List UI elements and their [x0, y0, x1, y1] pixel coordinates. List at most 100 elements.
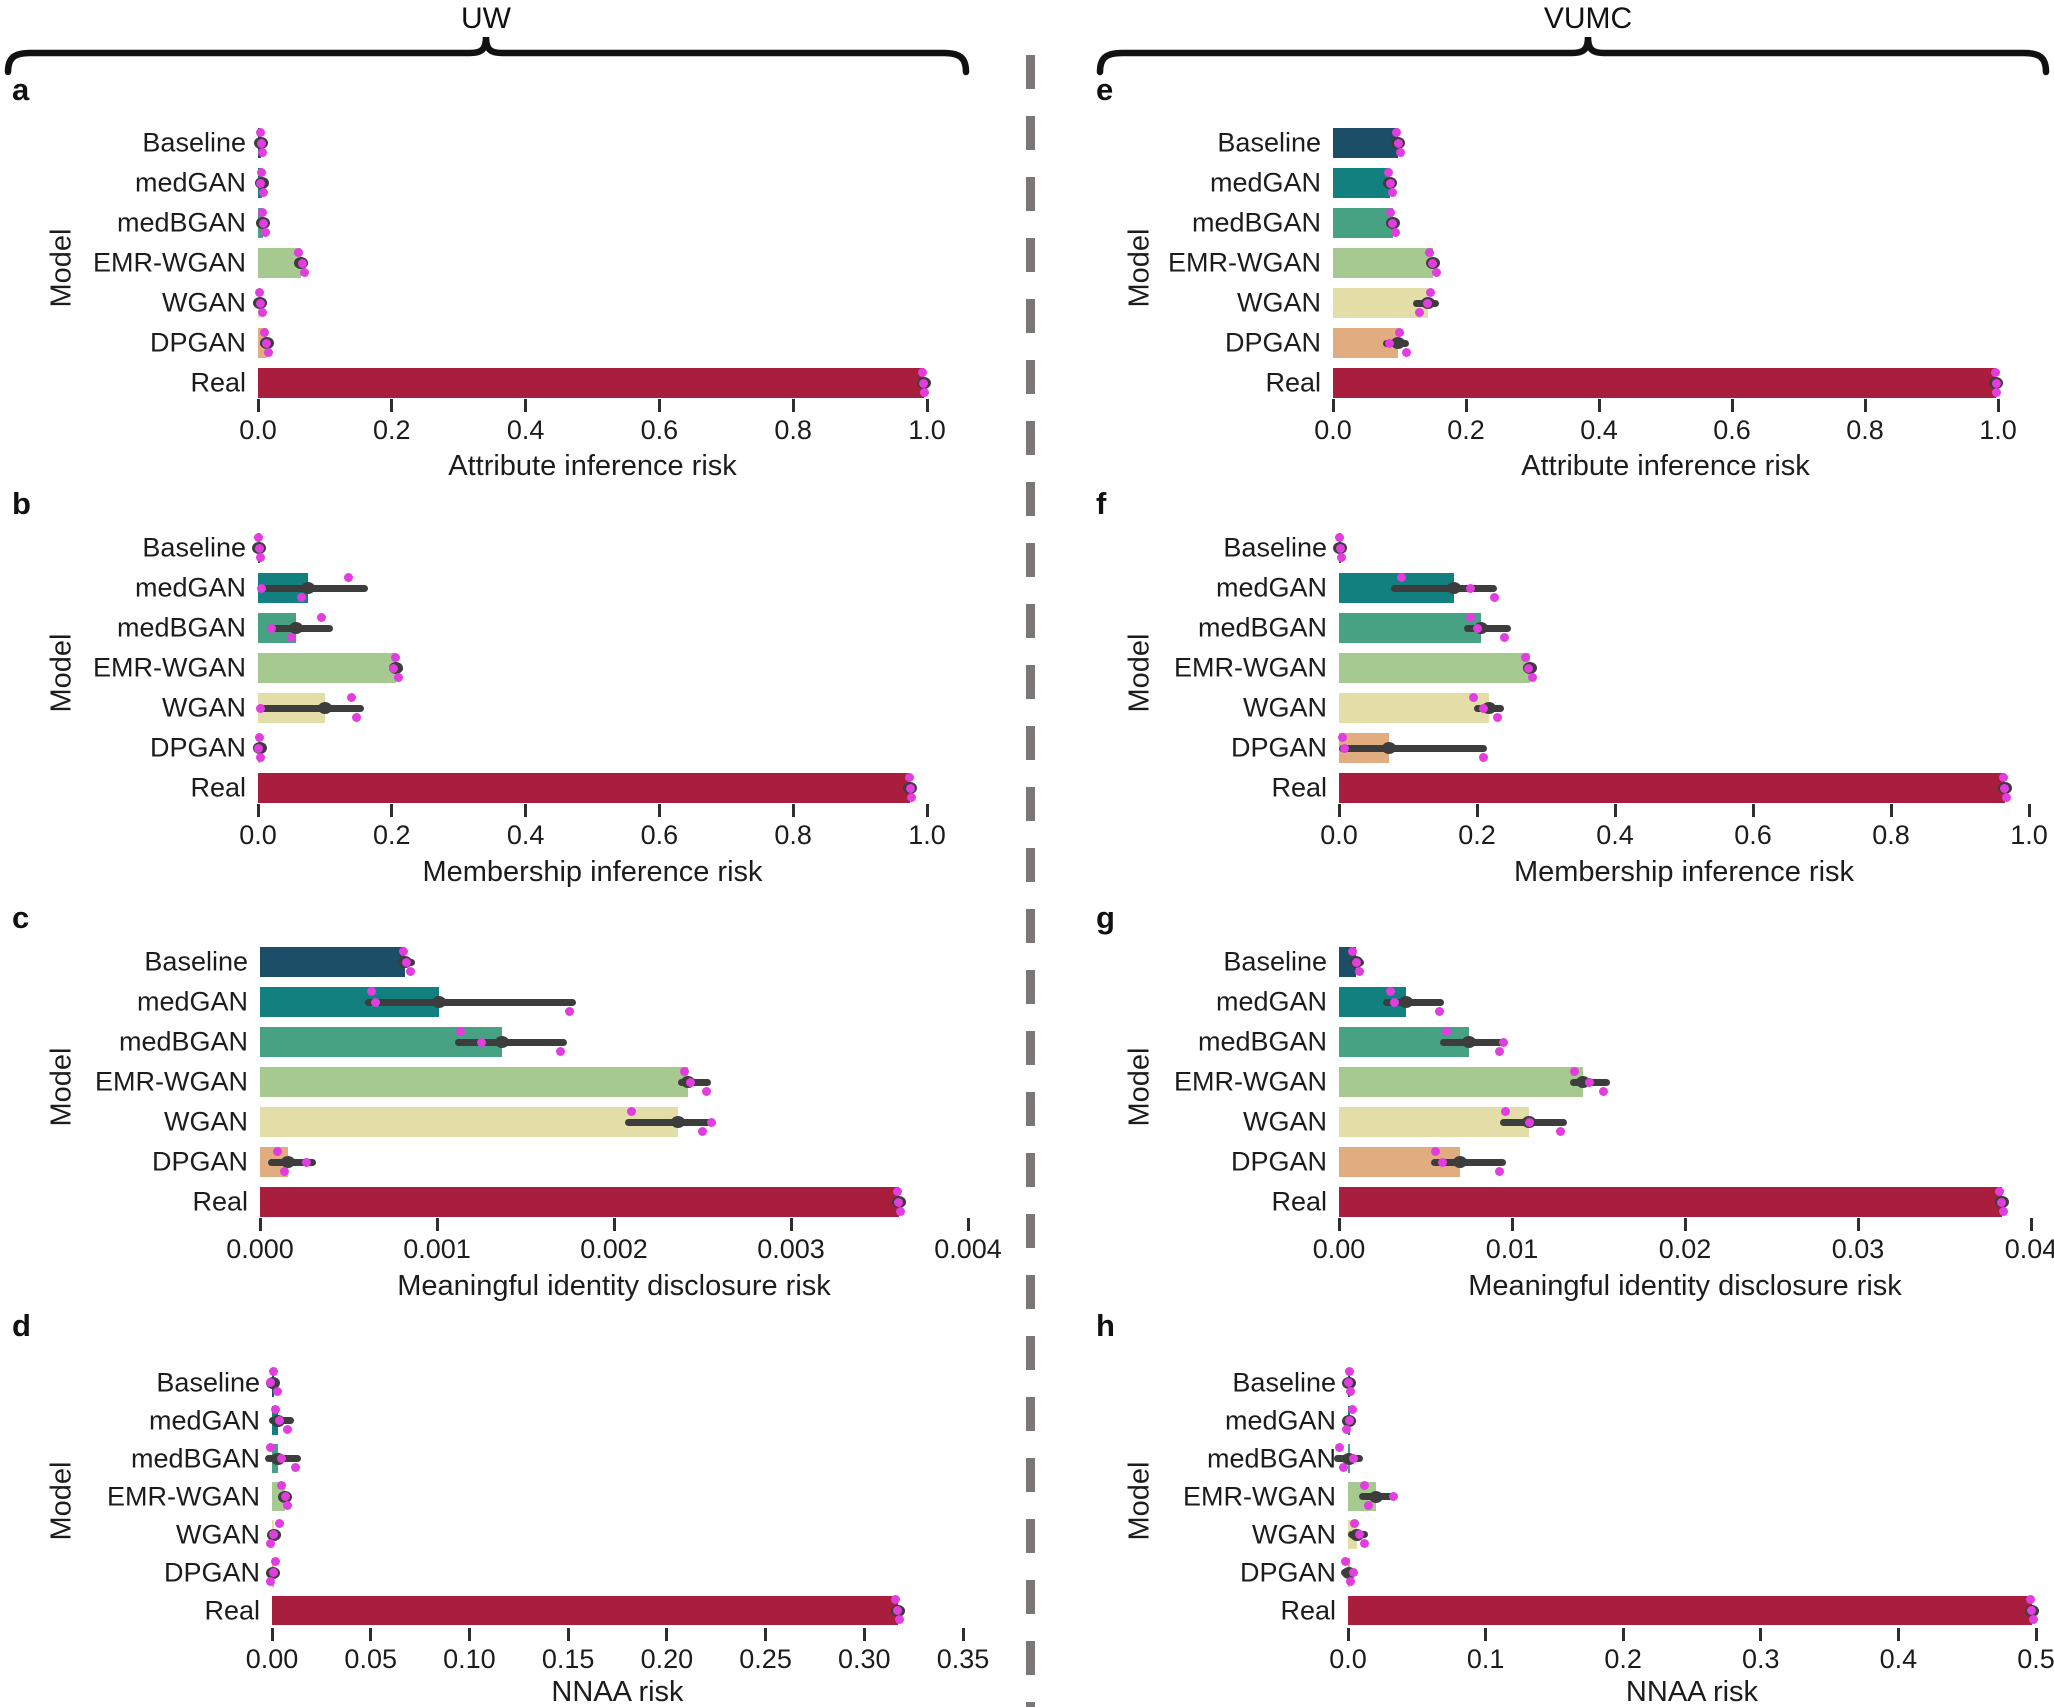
x-tick-d	[862, 1628, 866, 1641]
scatter-point-e-medbgan	[1388, 218, 1398, 228]
x-tick-label-h: 0.3	[1742, 1644, 1780, 1674]
scatter-point-b-real	[905, 783, 915, 793]
category-label-wgan: WGAN	[162, 692, 246, 723]
scatter-point-d-dpgan	[269, 1568, 279, 1577]
scatter-point-b-emr-wgan	[393, 672, 403, 682]
scatter-point-e-medgan	[1383, 167, 1393, 177]
x-tick-label-d: 0.10	[443, 1644, 496, 1674]
scatter-point-h-real	[2027, 1606, 2037, 1615]
scatter-point-a-emr-wgan	[297, 258, 307, 268]
scatter-point-d-medbgan	[291, 1463, 301, 1472]
scatter-point-h-emr-wgan	[1388, 1492, 1398, 1501]
bar-e-wgan	[1333, 288, 1429, 318]
category-label-medgan: medGAN	[148, 1405, 260, 1435]
scatter-point-d-dpgan	[271, 1557, 281, 1566]
bar-c-wgan	[260, 1107, 678, 1137]
panel-letter-h: h	[1096, 1308, 1115, 1343]
scatter-point-g-wgan	[1500, 1106, 1510, 1116]
scatter-point-h-medbgan	[1349, 1454, 1358, 1463]
bar-f-real	[1339, 773, 2005, 803]
x-tick-h	[2034, 1628, 2038, 1641]
scatter-point-d-wgan	[269, 1530, 279, 1539]
x-tick-label-e: 0.8	[1846, 415, 1884, 445]
scatter-point-h-dpgan	[1346, 1577, 1356, 1586]
scatter-point-e-dpgan	[1401, 347, 1411, 357]
mean-dot-e-dpgan	[1390, 337, 1405, 349]
x-tick-a	[791, 399, 795, 412]
scatter-point-a-emr-wgan	[300, 267, 310, 277]
scatter-point-f-dpgan	[1337, 732, 1347, 742]
scatter-point-g-baseline	[1351, 957, 1361, 967]
x-tick-label-a: 0.6	[640, 415, 679, 445]
x-axis-label-d: NNAA risk	[551, 1676, 684, 1707]
scatter-point-b-emr-wgan	[390, 652, 400, 662]
scatter-point-c-baseline	[398, 946, 408, 956]
scatter-point-c-medgan	[367, 986, 376, 996]
x-tick-a	[524, 399, 528, 412]
bar-b-emr-wgan	[258, 653, 397, 683]
scatter-point-d-medgan	[283, 1425, 293, 1434]
x-tick-e	[1331, 399, 1335, 412]
x-axis-label-e: Attribute inference risk	[1521, 450, 1810, 482]
x-tick-c	[789, 1218, 793, 1231]
x-tick-h	[1896, 1628, 1900, 1641]
error-bar-b-wgan	[257, 704, 365, 712]
scatter-point-g-real	[1995, 1186, 2005, 1196]
x-tick-label-g: 0.04	[2004, 1234, 2054, 1264]
category-label-emr-wgan: EMR-WGAN	[93, 247, 246, 278]
bar-a-emr-wgan	[258, 248, 302, 278]
scatter-point-g-dpgan	[1438, 1157, 1448, 1167]
scatter-point-a-real	[919, 378, 929, 388]
scatter-point-c-dpgan	[280, 1166, 290, 1176]
scatter-point-d-emr-wgan	[281, 1492, 291, 1501]
scatter-point-e-emr-wgan	[1431, 267, 1441, 277]
x-tick-f	[1751, 804, 1755, 817]
scatter-point-g-medbgan	[1441, 1026, 1451, 1036]
scatter-point-b-medbgan	[266, 623, 276, 633]
scatter-point-e-dpgan	[1385, 338, 1395, 348]
panel-letter-d: d	[12, 1308, 31, 1343]
x-tick-label-b: 1.0	[908, 820, 946, 850]
x-tick-d	[961, 1628, 965, 1641]
category-label-baseline: Baseline	[144, 946, 248, 977]
scatter-point-a-wgan	[255, 298, 265, 308]
scatter-point-b-emr-wgan	[389, 663, 399, 673]
scatter-point-a-wgan	[254, 287, 264, 297]
scatter-point-f-medbgan	[1500, 632, 1510, 642]
scatter-point-a-medgan	[258, 187, 268, 197]
x-tick-label-h: 0.0	[1329, 1644, 1367, 1674]
category-label-baseline: Baseline	[1232, 1367, 1336, 1397]
scatter-point-c-emr-wgan	[685, 1077, 695, 1087]
x-tick-label-f: 0.6	[1734, 820, 1772, 850]
scatter-point-c-medbgan	[476, 1037, 486, 1047]
mean-dot-c-medgan	[431, 996, 446, 1008]
scatter-point-b-baseline	[254, 543, 264, 553]
scatter-point-g-emr-wgan	[1599, 1086, 1609, 1096]
category-label-medbgan: medBGAN	[1206, 1443, 1336, 1473]
vumc-brace	[1096, 36, 2050, 76]
scatter-point-a-baseline	[257, 147, 267, 157]
category-label-wgan: WGAN	[1237, 287, 1321, 318]
category-label-wgan: WGAN	[176, 1519, 260, 1549]
category-label-real: Real	[1265, 367, 1321, 398]
scatter-point-g-medgan	[1434, 1006, 1444, 1016]
scatter-point-c-medgan	[370, 997, 380, 1007]
x-tick-label-b: 0.2	[373, 820, 411, 850]
scatter-point-g-wgan	[1555, 1126, 1565, 1136]
panel-letter-e: e	[1096, 72, 1114, 107]
x-tick-g	[1510, 1218, 1514, 1231]
scatter-point-e-wgan	[1414, 307, 1424, 317]
scatter-point-g-emr-wgan	[1569, 1066, 1579, 1076]
category-label-emr-wgan: EMR-WGAN	[1174, 1066, 1327, 1097]
x-tick-e	[1730, 399, 1734, 412]
scatter-point-h-dpgan	[1349, 1568, 1358, 1577]
x-tick-label-f: 0.4	[1596, 820, 1634, 850]
error-bar-g-medgan	[1382, 998, 1445, 1006]
x-axis-label-h: NNAA risk	[1625, 1676, 1759, 1707]
mean-dot-g-dpgan	[1453, 1156, 1468, 1168]
bar-f-wgan	[1339, 693, 1489, 723]
bar-e-real	[1333, 368, 1996, 398]
scatter-point-d-medgan	[271, 1405, 281, 1414]
category-label-medgan: medGAN	[1224, 1405, 1336, 1435]
